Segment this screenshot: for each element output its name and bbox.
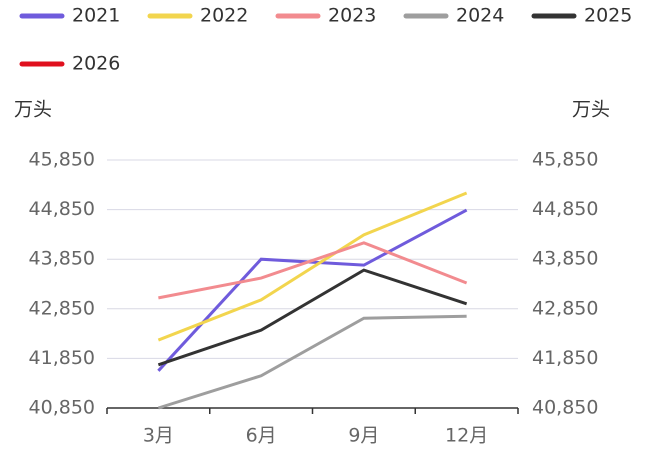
x-tick-label: 9月 xyxy=(348,425,379,447)
y2-tick-label: 40,850 xyxy=(532,397,598,419)
series-line xyxy=(158,241,468,300)
legend-label: 2021 xyxy=(72,5,120,27)
y2-tick-label: 44,850 xyxy=(532,198,598,220)
legend-label: 2022 xyxy=(200,5,248,27)
y2-tick-label: 45,850 xyxy=(532,149,598,171)
series-line xyxy=(157,314,467,410)
y-unit: 万头 xyxy=(14,99,52,121)
legend-label: 2024 xyxy=(456,5,504,27)
y-tick-label: 44,850 xyxy=(29,198,95,220)
y-tick-label: 40,850 xyxy=(29,397,95,419)
legend-label: 2026 xyxy=(72,53,120,75)
y2-unit: 万头 xyxy=(572,99,610,121)
y2-tick-label: 43,850 xyxy=(532,248,598,270)
y-tick-label: 41,850 xyxy=(29,347,95,369)
series-line xyxy=(157,208,468,372)
y2-tick-label: 42,850 xyxy=(532,297,598,319)
x-tick-label: 3月 xyxy=(143,425,174,447)
series-line xyxy=(157,268,468,367)
y2-tick-label: 41,850 xyxy=(532,347,598,369)
y-tick-label: 42,850 xyxy=(29,297,95,319)
series-line xyxy=(157,191,468,342)
x-tick-label: 6月 xyxy=(246,425,277,447)
legend-label: 2025 xyxy=(584,5,632,27)
legend-label: 2023 xyxy=(328,5,376,27)
y-tick-label: 43,850 xyxy=(29,248,95,270)
x-tick-label: 12月 xyxy=(445,425,488,447)
y-tick-label: 45,850 xyxy=(29,149,95,171)
